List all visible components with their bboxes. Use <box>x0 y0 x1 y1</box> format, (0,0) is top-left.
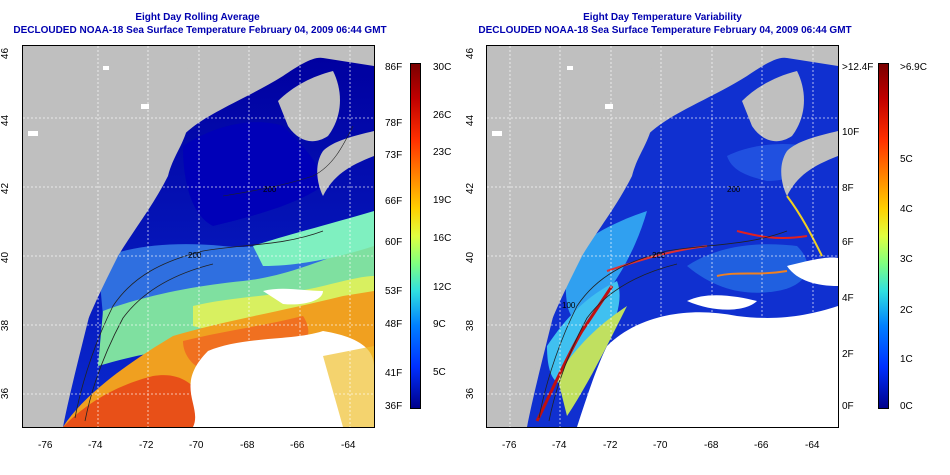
left-lon-label: -74 <box>88 440 103 451</box>
left-cbar-f-label: 66F <box>385 196 403 207</box>
right-cbar-c-label: 1C <box>900 354 913 365</box>
left-lat-label: 42 <box>0 182 12 195</box>
left-sst-map: 200 200 <box>22 45 375 428</box>
right-lon-label: -72 <box>603 440 618 451</box>
left-lat-label: 40 <box>0 251 12 264</box>
left-cbar-c-label: 30C <box>433 62 452 73</box>
left-cbar-c-label: 26C <box>433 110 452 121</box>
right-lon-label: -66 <box>754 440 769 451</box>
right-cbar-c-label: 5C <box>900 154 913 165</box>
left-lat-label: 38 <box>0 319 12 332</box>
left-cbar-c-label: 19C <box>433 195 452 206</box>
left-contour-label-1: 200 <box>188 251 202 260</box>
right-lon-label: -70 <box>653 440 668 451</box>
right-lat-label: 38 <box>465 319 477 332</box>
right-cbar-c-label: 3C <box>900 254 913 265</box>
right-cbar-c-label: 0C <box>900 401 913 412</box>
right-cbar-c-label: 4C <box>900 204 913 215</box>
left-cbar-f-label: 36F <box>385 401 403 412</box>
left-lon-label: -64 <box>341 440 356 451</box>
right-title-line2: DECLOUDED NOAA-18 Sea Surface Temperatur… <box>478 25 852 36</box>
right-lat-label: 40 <box>465 251 477 264</box>
left-lon-label: -72 <box>139 440 154 451</box>
left-lat-label: 36 <box>0 387 12 400</box>
left-title-line1: Eight Day Rolling Average <box>135 12 260 23</box>
right-cbar-f-label: 8F <box>842 183 854 194</box>
right-lat-label: 36 <box>465 387 477 400</box>
right-variability-map: 200 100 200 <box>486 45 839 428</box>
right-cbar-f-label: 10F <box>842 127 860 138</box>
right-cbar-c-label: >6.9C <box>900 62 927 73</box>
right-lat-label: 46 <box>465 47 477 60</box>
left-lon-label: -76 <box>38 440 53 451</box>
right-cbar-f-label: 0F <box>842 401 854 412</box>
right-contour-label-3: 200 <box>727 185 741 194</box>
left-cbar-f-label: 53F <box>385 286 403 297</box>
left-colorbar <box>410 63 421 409</box>
right-lat-label: 44 <box>465 114 477 127</box>
left-cbar-f-label: 86F <box>385 62 403 73</box>
right-cbar-c-label: 2C <box>900 305 913 316</box>
left-lat-label: 44 <box>0 114 12 127</box>
right-title-line1: Eight Day Temperature Variability <box>583 12 742 23</box>
right-cbar-f-label: >12.4F <box>842 62 874 73</box>
left-cbar-c-label: 16C <box>433 233 452 244</box>
left-lon-label: -70 <box>189 440 204 451</box>
right-lon-label: -64 <box>805 440 820 451</box>
right-contour-label-2: 100 <box>562 301 576 310</box>
left-cbar-c-label: 5C <box>433 367 446 378</box>
right-cbar-f-label: 6F <box>842 237 854 248</box>
left-cbar-c-label: 23C <box>433 147 452 158</box>
right-colorbar <box>878 63 889 409</box>
left-contour-label-2: 200 <box>263 185 277 194</box>
left-lon-label: -66 <box>290 440 305 451</box>
left-lat-label: 46 <box>0 47 12 60</box>
right-contour-label-1: 200 <box>652 251 666 260</box>
left-cbar-f-label: 60F <box>385 237 403 248</box>
right-lon-label: -68 <box>704 440 719 451</box>
right-lat-label: 42 <box>465 182 477 195</box>
left-cbar-f-label: 41F <box>385 368 403 379</box>
left-cbar-f-label: 78F <box>385 118 403 129</box>
right-cbar-f-label: 4F <box>842 293 854 304</box>
right-lon-label: -76 <box>502 440 517 451</box>
left-cbar-c-label: 12C <box>433 282 452 293</box>
right-lon-label: -74 <box>552 440 567 451</box>
left-title-line2: DECLOUDED NOAA-18 Sea Surface Temperatur… <box>13 25 387 36</box>
left-cbar-c-label: 9C <box>433 319 446 330</box>
right-cbar-f-label: 2F <box>842 349 854 360</box>
left-lon-label: -68 <box>240 440 255 451</box>
left-cbar-f-label: 73F <box>385 150 403 161</box>
left-cbar-f-label: 48F <box>385 319 403 330</box>
